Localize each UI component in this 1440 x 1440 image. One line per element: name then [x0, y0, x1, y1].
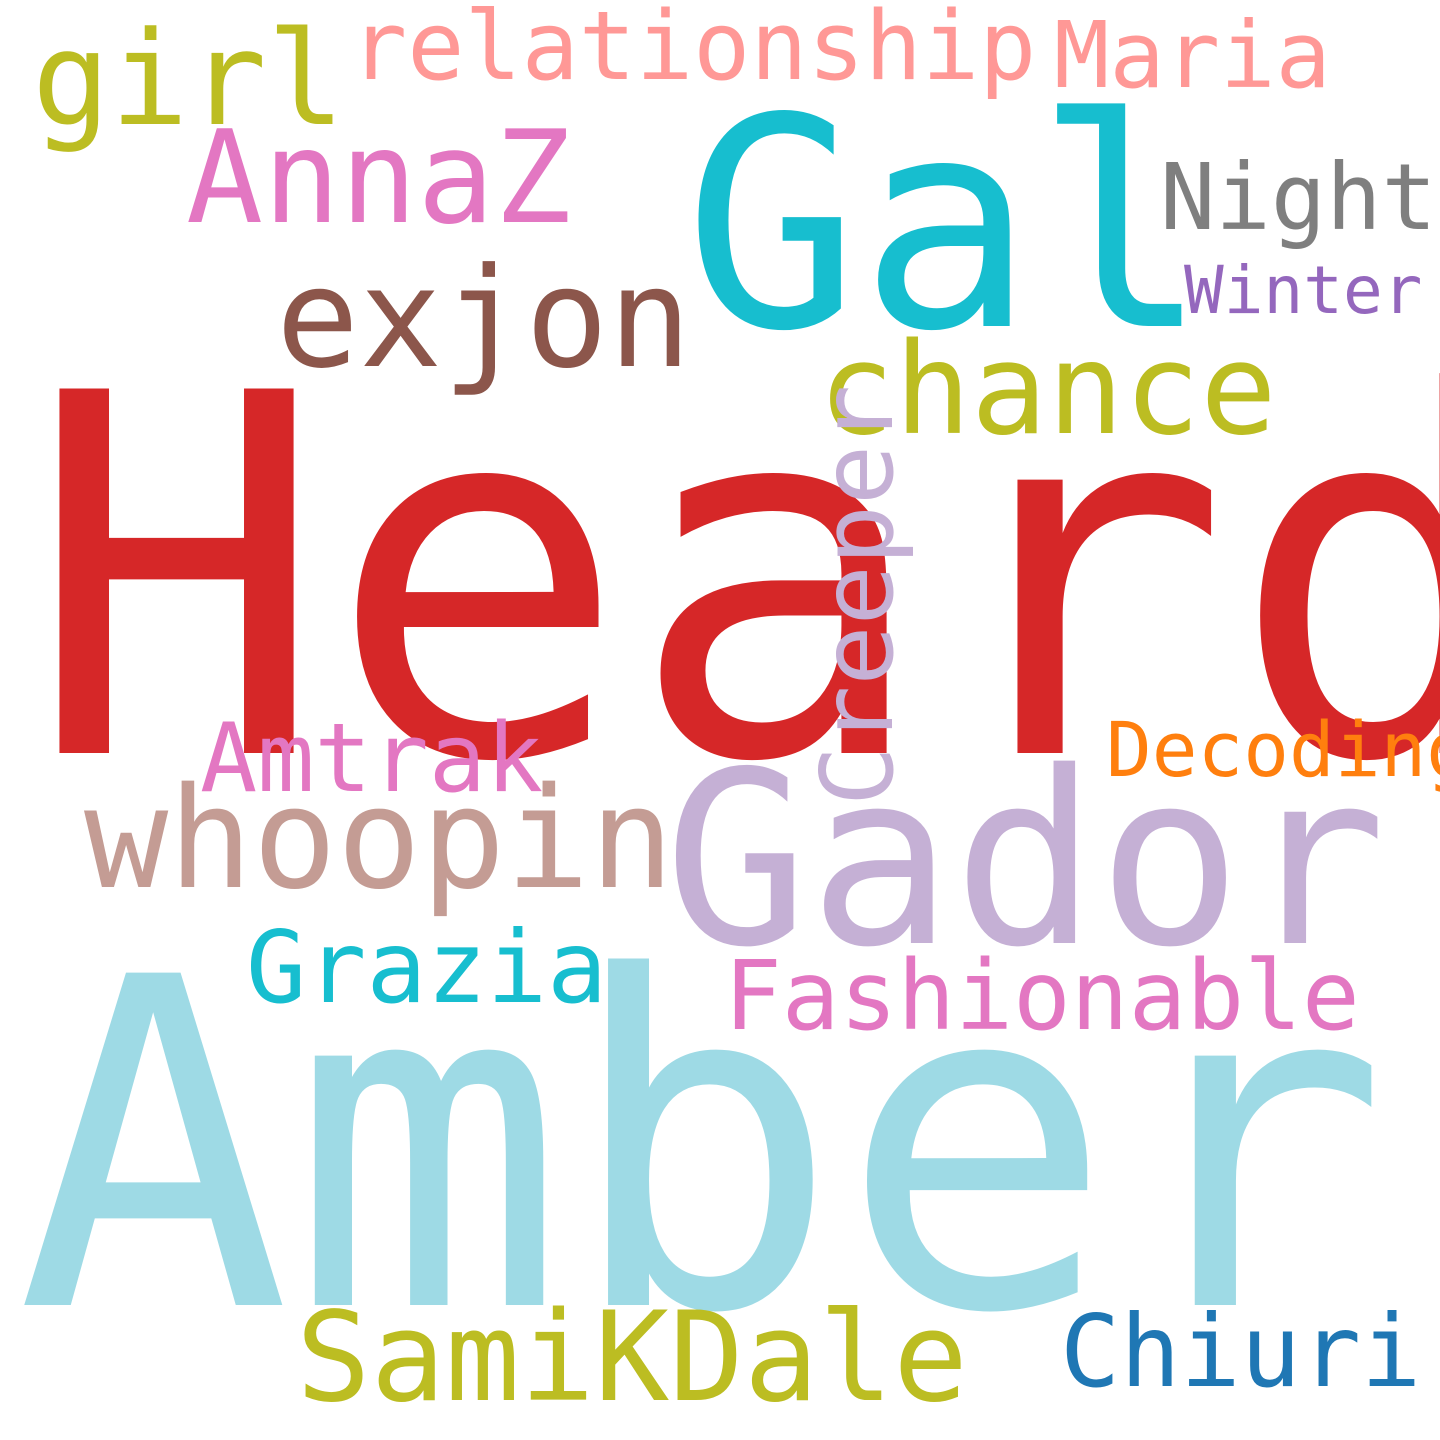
word-fashionable: Fashionable	[724, 940, 1360, 1052]
word-amtrak: Amtrak	[200, 704, 544, 814]
word-gal: Gal	[684, 56, 1210, 395]
word-samikdale: SamiKDale	[296, 1286, 968, 1430]
word-creeper: Creeper	[799, 384, 916, 806]
word-relationship: relationship	[350, 0, 1037, 102]
word-heard: Heard	[26, 289, 1440, 871]
word-winter: Winter	[1184, 252, 1423, 329]
word-night: Night	[1160, 144, 1437, 251]
word-gador: Gador	[664, 720, 1387, 1000]
word-amber: Amber	[16, 882, 1389, 1413]
word-chance: chance	[818, 315, 1277, 463]
word-whoopin: whoopin	[84, 758, 675, 921]
word-annaz: AnnaZ	[186, 104, 572, 253]
word-girl: girl	[32, 3, 346, 155]
word-chiuri: Chiuri	[1060, 1293, 1422, 1410]
word-maria: Maria	[1054, 2, 1331, 109]
word-decoding: Decoding	[1106, 705, 1440, 794]
word-grazia: Grazia	[246, 909, 608, 1026]
word-exjon: exjon	[276, 238, 692, 399]
